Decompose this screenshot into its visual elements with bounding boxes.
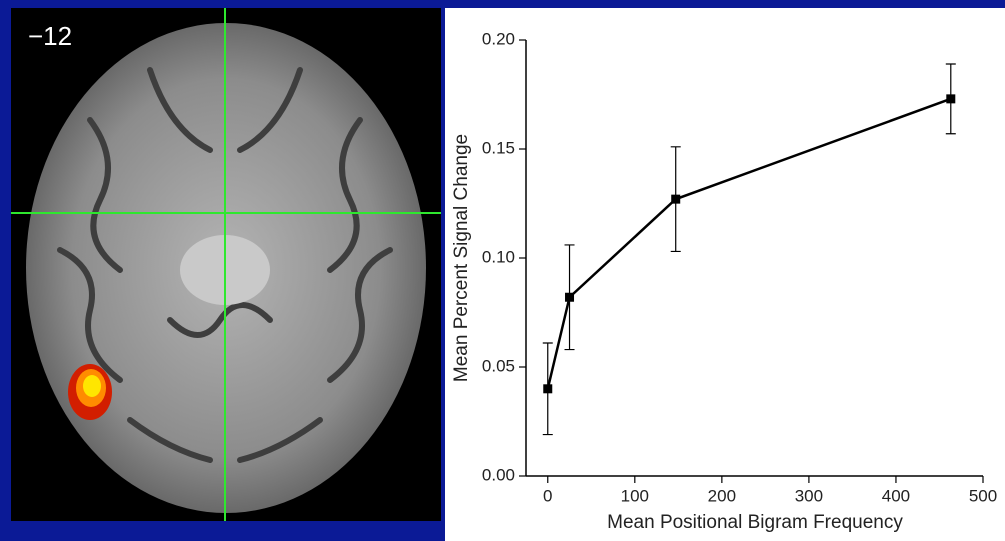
chart: Mean Percent Signal Change Mean Position… xyxy=(451,29,997,533)
chart-panel xyxy=(445,8,1005,541)
y-tick-label: 0.20 xyxy=(482,29,515,48)
x-tick-label: 100 xyxy=(621,486,649,505)
slice-label: −12 xyxy=(28,21,72,51)
x-tick-label: 500 xyxy=(969,486,997,505)
marker xyxy=(565,292,575,302)
line xyxy=(546,97,952,390)
marker xyxy=(543,384,553,394)
y-tick-label: 0.15 xyxy=(482,138,515,157)
y-tick-label: 0.10 xyxy=(482,247,515,266)
marker xyxy=(946,94,956,104)
x-axis-title: Mean Positional Bigram Frequency xyxy=(607,512,903,533)
y-axis-title: Mean Percent Signal Change xyxy=(451,134,472,382)
activation-peak xyxy=(83,375,101,397)
y-tick-label: 0.00 xyxy=(482,465,515,484)
x-tick-label: 0 xyxy=(543,486,552,505)
marker xyxy=(671,194,681,204)
brain-panel: −12 xyxy=(11,8,441,521)
x-tick-label: 400 xyxy=(882,486,910,505)
x-tick-label: 200 xyxy=(708,486,736,505)
y-tick-label: 0.05 xyxy=(482,356,515,375)
brain-folds xyxy=(57,67,393,463)
x-tick-label: 300 xyxy=(795,486,823,505)
